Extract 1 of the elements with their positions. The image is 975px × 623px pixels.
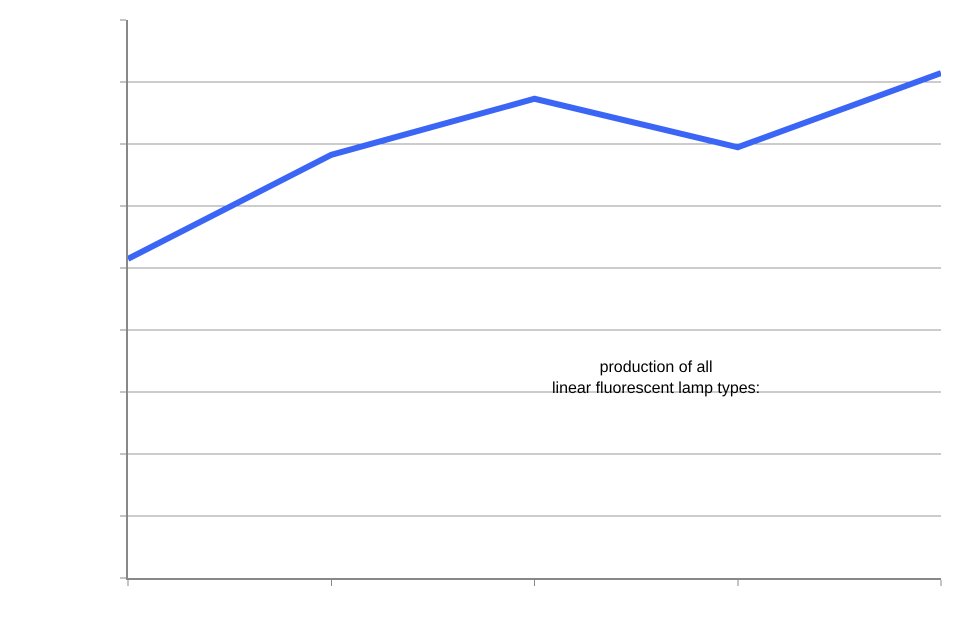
- annotation: production of all linear fluorescent lamp types:: [552, 359, 760, 397]
